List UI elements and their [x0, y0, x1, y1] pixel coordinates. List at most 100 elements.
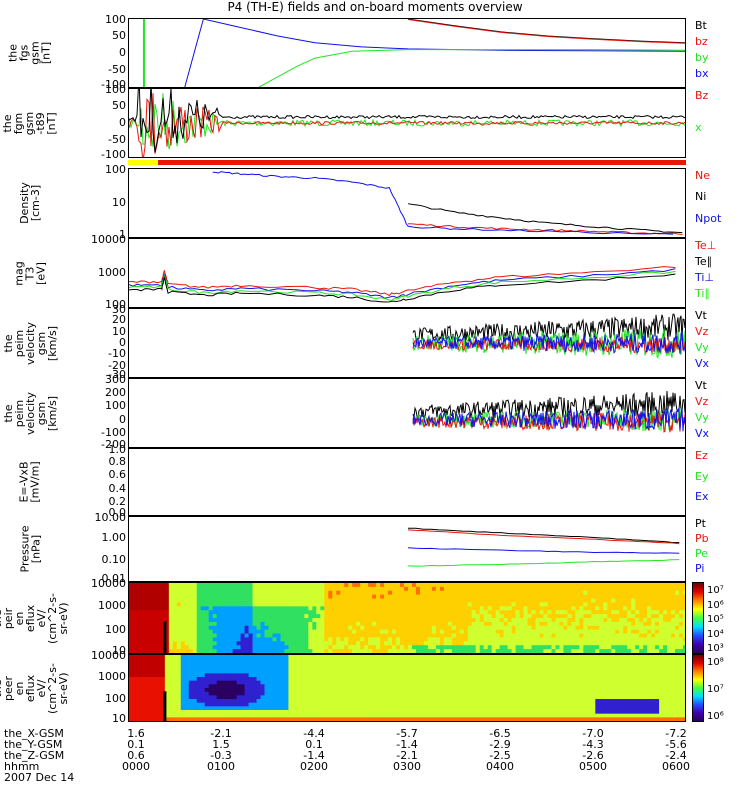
spectrogram-cell: [220, 618, 226, 623]
spectrogram-cell: [192, 625, 198, 631]
spectrogram-cell: [304, 641, 309, 646]
spectrogram-cell: [392, 621, 397, 627]
spectrogram-cell: [627, 637, 632, 642]
spectrogram-cell: [276, 669, 282, 674]
spectrogram-cell: [415, 594, 421, 600]
spectrogram-cell: [615, 710, 620, 715]
spectrogram-cell: [140, 621, 146, 627]
spectrogram-cell: [491, 655, 497, 660]
spectrogram-cell: [599, 645, 604, 650]
spectrogram-cell: [364, 658, 369, 663]
spectrogram-cell: [587, 586, 592, 592]
spectrogram-cell: [212, 702, 218, 707]
spectrogram-cell: [635, 649, 640, 653]
spectrogram-cell: [200, 618, 206, 623]
spectrogram-cell: [455, 618, 461, 623]
spectrogram-cell: [372, 713, 377, 718]
spectrogram-cell: [615, 699, 620, 704]
spectrogram-cell: [499, 583, 505, 588]
spectrogram-cell: [463, 618, 469, 623]
spectrogram-cell: [511, 649, 517, 653]
spectrogram-cell: [288, 621, 294, 627]
spectrogram-cell: [643, 645, 648, 650]
panel-ionspec: [128, 582, 686, 654]
spectrogram-cell: [459, 699, 465, 704]
spectrogram-cell: [300, 618, 305, 623]
spectrogram-cell: [284, 649, 290, 653]
spectrogram-cell: [503, 594, 509, 600]
spectrogram-cell: [236, 583, 242, 588]
spectrogram-cell: [607, 699, 612, 704]
spectrogram-cell: [507, 645, 513, 650]
spectrogram-cell: [447, 598, 453, 604]
panel-pressure: [128, 516, 686, 582]
spectrogram-cell: [471, 602, 477, 607]
spectrogram-cell: [200, 713, 206, 718]
spectrogram-cell: [392, 688, 397, 693]
spectrogram-cell: [192, 684, 198, 689]
spectrogram-cell: [260, 655, 266, 660]
spectrogram-cell: [671, 586, 676, 592]
spectrogram-cell: [431, 586, 437, 592]
spectrogram-cell: [511, 680, 517, 685]
spectrogram-cell: [607, 641, 612, 646]
spectrogram-cell: [268, 669, 274, 674]
spectrogram-cell: [260, 614, 266, 619]
spectrogram-cell: [623, 614, 628, 619]
spectrogram-cell: [152, 662, 158, 667]
spectrogram-cell: [340, 621, 345, 627]
spectrogram-cell: [579, 602, 584, 607]
spectrogram-cell: [392, 662, 397, 667]
spectrogram-cell: [491, 673, 497, 678]
spectrogram-cell: [627, 688, 632, 693]
spectrogram-cell: [599, 621, 604, 627]
spectrogram-cell: [543, 691, 549, 696]
spectrogram-cell: [551, 602, 557, 607]
spectrogram-cell: [364, 625, 369, 631]
spectrogram-cell: [264, 602, 270, 607]
spectrogram-cell: [423, 688, 429, 693]
spectrogram-cell: [615, 658, 620, 663]
spectrogram-cell: [296, 590, 301, 596]
spectrogram-cell: [639, 649, 644, 653]
spectrogram-cell: [256, 713, 262, 718]
spectrogram-cell: [264, 680, 270, 685]
spectrogram-cell: [675, 586, 680, 592]
spectrogram-cell: [439, 590, 445, 596]
spectrogram-cell: [176, 649, 182, 653]
spectrogram-cell: [647, 625, 652, 631]
spectrogram-cell: [196, 610, 202, 615]
spectrogram-cell: [260, 691, 266, 696]
spectrogram-cell: [619, 702, 624, 707]
spectrogram-cell: [423, 680, 429, 685]
spectrogram-cell: [292, 618, 297, 623]
spectrogram-cell: [356, 637, 361, 642]
legend-entry: Te∥: [695, 255, 713, 268]
spectrogram-cell: [152, 677, 158, 682]
spectrogram-cell: [312, 598, 317, 604]
spectrogram-cell: [479, 621, 485, 627]
ylabel-density: Density [cm-3]: [0, 168, 60, 238]
spectrogram-cell: [575, 633, 580, 639]
spectrogram-cell: [631, 637, 636, 642]
spectrogram-cell: [276, 688, 282, 693]
spectrogram-cell: [491, 695, 497, 700]
spectrogram-cell: [535, 625, 541, 631]
spectrogram-cell: [344, 691, 349, 696]
spectrogram-cell: [415, 655, 421, 660]
spectrogram-cell: [559, 610, 565, 615]
spectrogram-cell: [563, 710, 569, 715]
spectrogram-cell: [495, 610, 501, 615]
spectrogram-cell: [320, 602, 325, 607]
spectrogram-cell: [200, 586, 206, 592]
spectrogram-cell: [511, 695, 517, 700]
spectrogram-cell: [475, 695, 481, 700]
spectrogram-cell: [388, 614, 393, 619]
spectrogram-cell: [236, 625, 242, 631]
spectrogram-cell: [240, 691, 246, 696]
spectrogram-cell: [180, 614, 186, 619]
spectrogram-cell: [152, 649, 158, 653]
spectrogram-cell: [160, 662, 166, 667]
spectrogram-cell: [619, 610, 624, 615]
spectrogram-cell: [591, 713, 596, 718]
